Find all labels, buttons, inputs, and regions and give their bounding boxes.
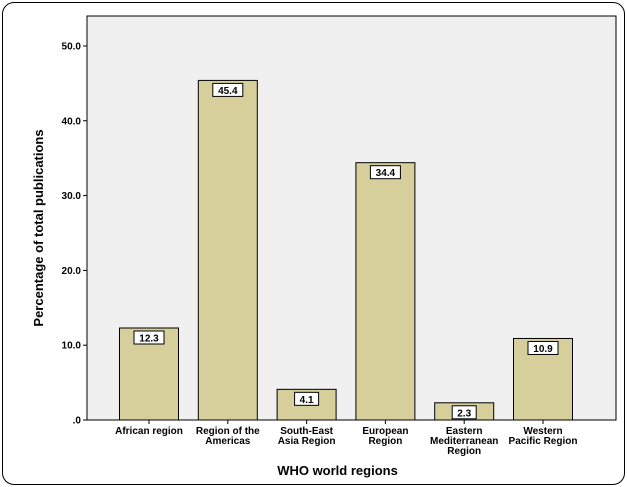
x-tick-label: Eastern Mediterranean Region [430,426,498,457]
y-tick-label: 30.0 [62,191,82,202]
bar-chart: .0 10.0 20.0 30.0 40.0 50.0 12.3 45.4 4.1 34.4 2.… [31,15,617,478]
y-axis: .0 10.0 20.0 30.0 40.0 50.0 [62,42,87,427]
x-tick-label-line: European [362,426,408,437]
data-label: 34.4 [376,168,396,179]
data-label: 2.3 [457,408,471,419]
data-label: 45.4 [218,86,238,97]
y-tick-label: 40.0 [62,116,82,127]
bar [197,79,258,421]
y-tick-label: 10.0 [62,341,82,352]
y-tick-label: .0 [73,416,82,427]
data-label-box [451,405,477,420]
data-label-box [294,391,320,406]
data-label: 10.9 [533,344,553,355]
x-axis: African region Region of the Americas South… [115,420,577,457]
data-label-box [212,82,244,97]
data-label-box [527,340,559,355]
x-tick-label: Region of the Americas [196,426,260,447]
x-tick-label-line: Asia Region [278,436,336,447]
x-tick-label: Western Pacific Region [509,426,578,447]
x-tick-label: African region [115,426,183,437]
x-tick-label-line: Region [368,436,402,447]
y-tick-label: 20.0 [62,266,82,277]
y-tick-label: 50.0 [62,42,82,53]
x-tick-label-line: African region [115,426,183,437]
data-label: 4.1 [300,395,314,406]
x-tick-label-line: Pacific Region [509,436,578,447]
bar [355,162,416,421]
data-label: 12.3 [139,333,159,344]
x-tick-label-line: Region [447,446,481,457]
x-axis-title: WHO world regions [277,463,398,478]
x-tick-label-line: Mediterranean [430,436,498,447]
bars: 12.3 45.4 4.1 34.4 2.3 10.9 [119,79,573,421]
x-tick-label-line: Eastern [446,426,483,437]
y-axis-title: Percentage of total publications [31,129,46,326]
data-label-box [369,165,401,180]
x-tick-label-line: Western [523,426,562,437]
x-tick-label-line: Region of the [196,426,260,437]
x-tick-label: European Region [362,426,408,447]
x-tick-label: South-East Asia Region [278,426,336,447]
data-label-box [133,330,165,345]
x-tick-label-line: South-East [280,426,333,437]
x-tick-label-line: Americas [205,436,250,447]
